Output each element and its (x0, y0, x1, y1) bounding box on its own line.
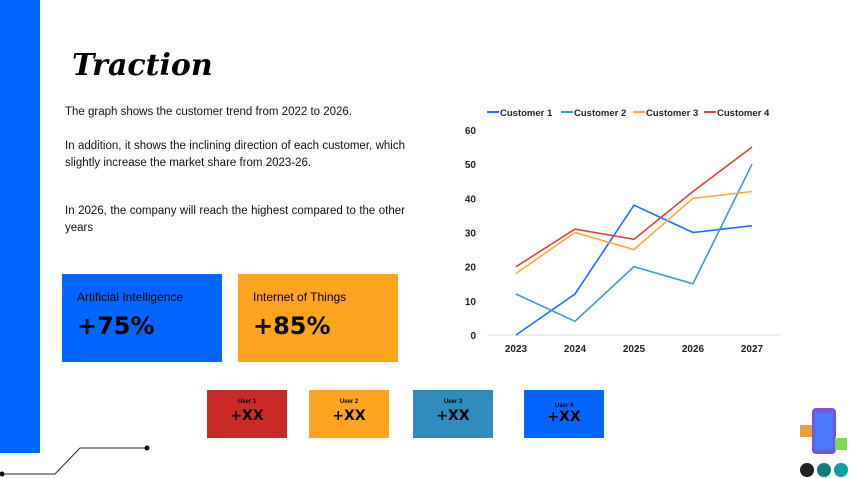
user-box-3: User 3 +XX (413, 390, 493, 438)
x-tick-label: 2024 (564, 344, 587, 355)
user-label: User 3 (443, 399, 463, 405)
ai-card: Artificial Intelligence +75% (62, 274, 222, 362)
circuit-node (144, 445, 150, 451)
circuit-node (0, 471, 5, 477)
user-box-4: User 4 +XX (524, 390, 604, 438)
user-box-1: User 1 +XX (207, 390, 287, 438)
x-tick-label: 2023 (505, 344, 528, 355)
user-value: +XX (547, 409, 581, 425)
paragraph-2: In addition, it shows the inclining dire… (65, 140, 405, 169)
series-line-4 (515, 146, 753, 268)
user-value: +XX (332, 408, 366, 424)
paragraph-1: The graph shows the customer trend from … (65, 106, 353, 118)
x-tick-label: 2026 (682, 344, 705, 355)
y-tick-label: 30 (465, 229, 477, 240)
user-label: User 1 (237, 399, 257, 405)
user-label: User 4 (554, 403, 574, 409)
x-tick-label: 2025 (623, 344, 646, 355)
user-box-2: User 2 +XX (309, 390, 389, 438)
left-accent-bar (0, 0, 40, 453)
legend-label: Customer 2 (574, 108, 626, 119)
dot-dark (800, 463, 814, 477)
series-line-3 (515, 190, 753, 275)
y-tick-label: 20 (465, 263, 477, 274)
paragraph-3: In 2026, the company will reach the high… (65, 205, 405, 234)
iot-card: Internet of Things +85% (238, 274, 398, 362)
y-tick-label: 50 (465, 160, 477, 171)
dot-teal (817, 463, 831, 477)
legend-label: Customer 4 (717, 108, 770, 119)
x-tick-label: 2027 (741, 344, 764, 355)
user-value: +XX (436, 408, 470, 424)
y-tick-label: 0 (470, 331, 476, 342)
slide-title: Traction (72, 48, 213, 83)
card-value: +75% (77, 312, 155, 340)
circuit-line (0, 447, 147, 475)
y-tick-label: 10 (465, 297, 477, 308)
card-label: Artificial Intelligence (77, 290, 184, 304)
series-line-1 (515, 204, 753, 336)
card-value: +85% (253, 312, 331, 340)
phone-illustration-icon (800, 408, 847, 454)
y-tick-label: 60 (465, 126, 477, 137)
card-label: Internet of Things (253, 290, 347, 304)
legend-label: Customer 3 (646, 108, 698, 119)
legend-label: Customer 1 (500, 108, 553, 119)
dot-cyan (834, 463, 848, 477)
y-tick-label: 40 (465, 194, 477, 205)
user-value: +XX (230, 408, 264, 424)
user-label: User 2 (339, 399, 359, 405)
series-line-2 (515, 163, 753, 323)
